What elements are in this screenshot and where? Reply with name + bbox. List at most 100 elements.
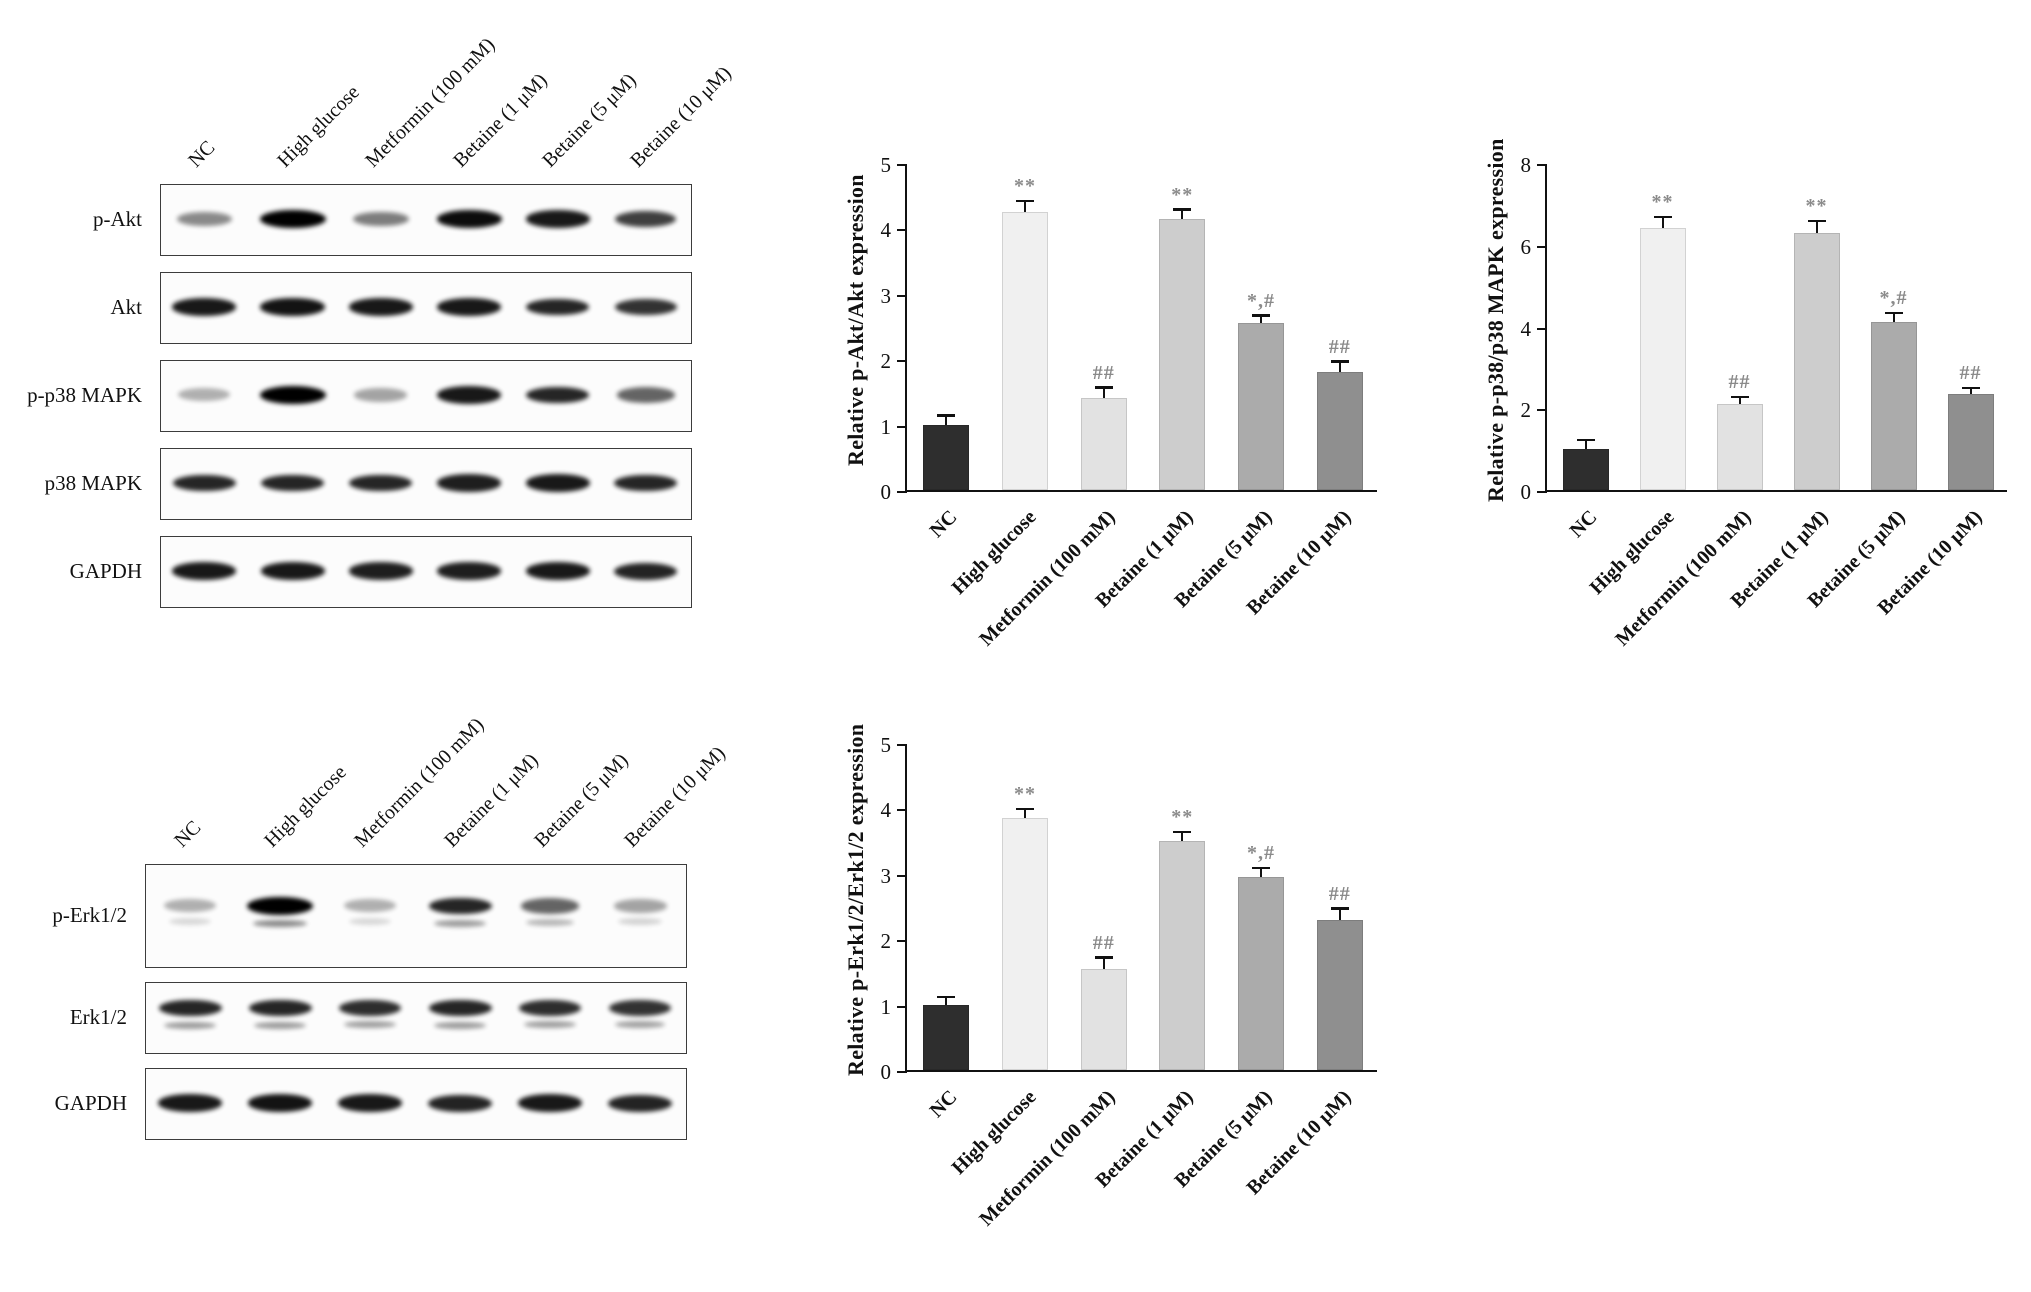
blot-row-label: p-Erk1/2 [52, 902, 127, 927]
blot-band [518, 999, 582, 1017]
blot-band [349, 562, 413, 580]
error-cap [1252, 866, 1270, 870]
blot-band-secondary [434, 1021, 486, 1029]
blot-band [178, 388, 231, 402]
significance-annotation: ** [1014, 175, 1036, 198]
blot-band [436, 210, 502, 228]
western-blot-panel-erk: NC High glucose Metformin (100 mM) Betaine … [0, 660, 740, 1220]
blot-row-box [160, 184, 692, 256]
error-whisker [1892, 314, 1895, 323]
significance-annotation: ## [1328, 882, 1351, 905]
y-axis-title: Relative p-Erk1/2/Erk1/2 expression [843, 723, 868, 1077]
blot-band [176, 211, 232, 227]
blot-band [525, 210, 590, 228]
y-tick-label: 1 [880, 414, 892, 439]
error-whisker [1260, 316, 1262, 324]
blot-band [428, 897, 492, 915]
blot-band [614, 474, 678, 492]
error-whisker [1024, 202, 1026, 213]
error-whisker [1181, 833, 1184, 842]
bar [923, 424, 970, 490]
y-tick-mark [897, 229, 907, 232]
blot-band-secondary [344, 1021, 396, 1029]
blot-band-secondary [164, 1021, 216, 1029]
y-tick-mark [897, 874, 907, 877]
blot-row-label: p-p38 MAPK [27, 382, 142, 407]
blot-band [428, 1094, 492, 1112]
blot-row-label: GAPDH [69, 558, 142, 583]
y-axis-title: Relative p-Akt/Akt expression [843, 174, 868, 466]
error-cap [1094, 956, 1113, 959]
blot-band-secondary [168, 917, 212, 925]
y-tick-label: 2 [880, 349, 892, 374]
blot-row-box [160, 536, 692, 608]
blot-band [352, 211, 409, 227]
significance-annotation: ## [1728, 371, 1751, 393]
bar [1316, 919, 1363, 1070]
error-cap [937, 414, 956, 417]
y-tick-mark [897, 491, 907, 493]
blot-band [525, 474, 590, 492]
y-tick-label: 1 [880, 994, 892, 1019]
blot-band [247, 1094, 313, 1112]
y-tick-mark [1537, 491, 1547, 493]
blot-row-label: GAPDH [54, 1090, 127, 1115]
significance-annotation: ** [1171, 183, 1194, 206]
significance-annotation: *,# [1247, 289, 1275, 312]
bar [1080, 968, 1127, 1070]
y-tick-mark [897, 1005, 907, 1008]
bar [1159, 841, 1206, 1070]
blot-band [349, 474, 413, 492]
lane-label: High glucose [272, 81, 364, 172]
blot-band [164, 899, 216, 913]
lane-label: Betaine (5 μM) [530, 749, 633, 852]
y-tick-label: 4 [880, 218, 892, 243]
blot-row-box [145, 864, 687, 968]
blot-band [609, 999, 671, 1017]
error-whisker [1584, 440, 1587, 450]
lane-label: Betaine (5 μM) [537, 69, 641, 172]
bar-chart-p-erk: Relative p-Erk1/2/Erk1/2 expression 0 1 2 3… [830, 700, 1390, 1290]
significance-annotation: ## [1092, 931, 1115, 954]
lane-label: Betaine (10 μM) [620, 742, 730, 852]
y-tick-mark [897, 940, 907, 943]
error-whisker [1338, 909, 1341, 920]
error-whisker [1969, 389, 1972, 394]
y-tick-mark [1537, 245, 1547, 248]
blot-band-secondary [614, 1021, 666, 1029]
significance-annotation: ** [1171, 806, 1194, 829]
y-tick-label: 0 [1520, 480, 1532, 504]
error-cap [1807, 219, 1826, 223]
blot-band [338, 999, 402, 1017]
y-tick-label: 3 [880, 283, 892, 308]
blot-band [525, 562, 590, 580]
error-cap [1330, 907, 1349, 910]
y-tick-mark [1537, 164, 1547, 166]
blot-band [608, 1094, 672, 1112]
blot-band [172, 474, 236, 492]
error-whisker [945, 998, 948, 1005]
y-tick-label: 8 [1520, 153, 1532, 177]
blot-band [615, 210, 677, 228]
lane-label: NC [184, 136, 220, 172]
significance-annotation: *,# [1879, 287, 1908, 310]
error-whisker [1738, 398, 1741, 405]
error-whisker [1260, 869, 1262, 878]
lane-label: Betaine (10 μM) [625, 62, 736, 172]
y-tick-mark [897, 360, 907, 363]
error-whisker [1661, 218, 1664, 229]
error-cap [1961, 386, 1980, 389]
blot-band-secondary [434, 919, 486, 927]
y-tick-label: 5 [880, 733, 892, 757]
blot-band [526, 298, 589, 316]
error-cap [1330, 360, 1349, 363]
bar-chart-p-akt: Relative p-Akt/Akt expression 0 1 2 3 4 5 NC **… [830, 120, 1390, 700]
error-cap [1576, 438, 1595, 441]
blot-row-box [160, 448, 692, 520]
bar [1793, 232, 1840, 490]
blot-band [172, 298, 237, 316]
error-whisker [1181, 210, 1184, 219]
error-cap [1173, 830, 1192, 834]
